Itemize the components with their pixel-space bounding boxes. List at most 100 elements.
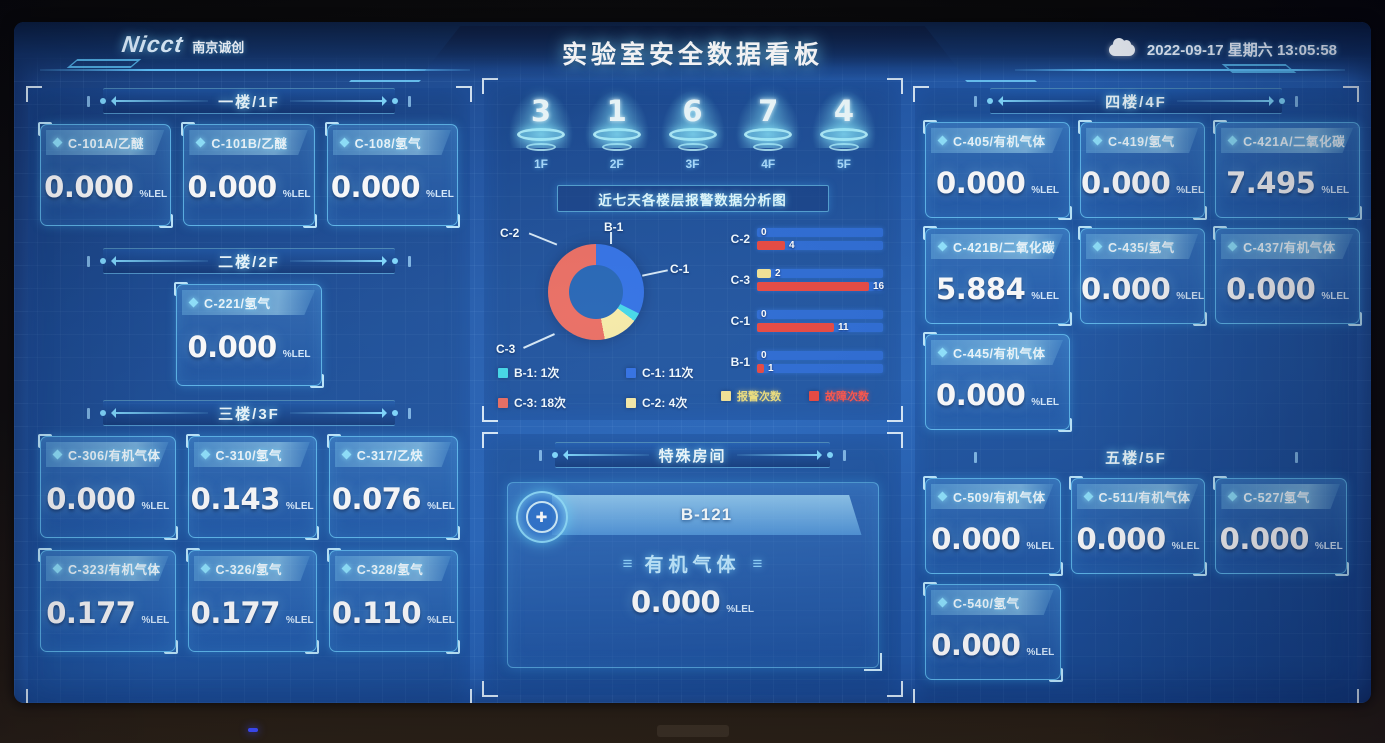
- glow: [584, 90, 649, 148]
- sensor-label: C-527/氢气: [1243, 491, 1310, 505]
- diamond-icon: [937, 241, 948, 252]
- pie-callout-label: B-1: [604, 220, 624, 234]
- bar-track: 4: [757, 241, 883, 251]
- sensor-card: C-421B/二氧化碳 5.884 %LEL: [922, 226, 1073, 326]
- diamond-icon: [341, 449, 352, 460]
- sensor-value: 0.000: [630, 585, 721, 619]
- bar-fill: [757, 364, 764, 373]
- bar-value: 0: [761, 309, 767, 320]
- sensor-unit: %LEL: [1031, 291, 1060, 302]
- sensor-unit: %LEL: [1321, 291, 1350, 302]
- sensor-label: C-437/有机气体: [1243, 241, 1336, 255]
- diamond-icon: [200, 449, 210, 460]
- sensor-unit: %LEL: [1026, 647, 1055, 658]
- arrow-left-icon: [100, 256, 209, 266]
- sensor-value: 7.495: [1226, 166, 1316, 200]
- monitor-stand-mark: [656, 725, 729, 737]
- floor-count: 6: [682, 94, 703, 128]
- title-wing-left: [348, 70, 431, 82]
- diamond-icon: [1083, 491, 1093, 502]
- bar-track: 1: [757, 364, 883, 374]
- glow: [736, 90, 801, 148]
- legend-item: C-1: 11次: [626, 364, 693, 381]
- sensor-card: C-310/氢气 0.143 %LEL: [185, 434, 320, 540]
- panel-special-room: 特殊房间 B-121 ≡ 有机气体 ≡ 0.000 %LEL: [482, 432, 903, 697]
- floor-counter: 1 2F: [584, 90, 649, 171]
- title-plate: [422, 26, 963, 74]
- sensor-value: 0.000: [187, 330, 277, 364]
- sensor-card: C-527/氢气 0.000 %LEL: [1213, 476, 1349, 576]
- charts-row: C-2 B-1 C-1 C-3 B-1: 1次 C-1: 11次 C-3: 18…: [484, 218, 901, 414]
- room-banner: B-121: [551, 495, 862, 535]
- cards-1f: C-101A/乙醚 0.000 %LEL C-101B/乙醚 0.000 %LEL …: [28, 114, 470, 228]
- bar-track: 0: [757, 309, 883, 320]
- legend-item: C-3: 18次: [498, 394, 602, 411]
- bar-track: 16: [757, 282, 884, 292]
- legend-swatch: [721, 391, 731, 401]
- floor-counters: 3 1F 1 2F 6 3F: [484, 80, 901, 171]
- sensor-card: C-419/氢气 0.000 %LEL: [1078, 120, 1208, 220]
- sensor-label: C-323/有机气体: [68, 563, 161, 577]
- sensor-card: C-435/氢气 0.000 %LEL: [1078, 226, 1208, 326]
- center-column: 3 1F 1 2F 6 3F: [482, 78, 903, 697]
- bar-chart: C-2 0 4 C-3 2 16: [720, 222, 891, 414]
- sensor-unit: %LEL: [282, 349, 311, 360]
- callout-line: [610, 232, 612, 244]
- sensor-card: C-437/有机气体 0.000 %LEL: [1213, 226, 1363, 326]
- sensor-unit: %LEL: [1176, 291, 1205, 302]
- section-header-2f: 二楼/2F: [28, 248, 470, 274]
- section-header-1f: 一楼/1F: [28, 88, 470, 114]
- corner-bracket: [887, 406, 903, 422]
- sensor-label: C-108/氢气: [354, 137, 422, 151]
- bar-fill: [757, 241, 785, 250]
- pie-callout-label: C-2: [500, 226, 520, 240]
- section-header-5f: 五楼/5F: [915, 444, 1357, 470]
- sensor-card: C-108/氢气 0.000 %LEL: [324, 122, 461, 228]
- header-line-right: [1015, 69, 1345, 71]
- sensor-card: C-101B/乙醚 0.000 %LEL: [181, 122, 317, 228]
- donut-ring: [548, 244, 644, 340]
- sensor-value: 0.000: [1081, 272, 1171, 306]
- diamond-icon: [188, 297, 199, 308]
- glow: [660, 90, 725, 148]
- floor-count: 4: [833, 94, 855, 128]
- sensor-unit: %LEL: [1171, 541, 1200, 552]
- diamond-icon: [339, 137, 350, 148]
- floor-label: 4F: [761, 157, 776, 171]
- floor-count: 7: [758, 94, 779, 128]
- sensor-unit: %LEL: [427, 501, 455, 512]
- target-badge-icon: [515, 491, 568, 543]
- floor-counter: 7 4F: [736, 90, 801, 171]
- sensor-unit: %LEL: [426, 189, 454, 200]
- panel-analysis: 3 1F 1 2F 6 3F: [482, 78, 903, 422]
- legend-item: 故障次数: [809, 388, 869, 404]
- sensor-value: 0.000: [330, 170, 421, 204]
- sensor-unit: %LEL: [1026, 541, 1055, 552]
- sensor-label: C-511/有机气体: [1098, 491, 1191, 505]
- cards-5f: C-509/有机气体 0.000 %LEL C-511/有机气体 0.000 %LE…: [915, 470, 1357, 682]
- floor-counter: 4 5F: [812, 90, 876, 171]
- sensor-card: C-221/氢气 0.000 %LEL: [174, 282, 324, 388]
- legend-swatch: [498, 397, 508, 408]
- sensor-value: 0.000: [936, 378, 1026, 412]
- sensor-unit: %LEL: [1314, 541, 1343, 552]
- arrow-right-icon: [289, 96, 398, 106]
- bar-category: B-1: [730, 355, 750, 369]
- logo: Nicct 南京诚创: [120, 31, 244, 58]
- arrow-left-icon: [551, 450, 649, 460]
- diamond-icon: [1092, 135, 1103, 146]
- sensor-unit: %LEL: [1031, 397, 1060, 408]
- corner-bracket: [456, 689, 472, 703]
- diamond-icon: [937, 347, 948, 358]
- bar-fill: [757, 323, 834, 332]
- right-column: 四楼/4F C-405/有机气体 0.000 %LEL C-419/氢气 0.00…: [913, 80, 1363, 703]
- section-title: 一楼/1F: [218, 93, 280, 111]
- section-title: 四楼/4F: [1105, 93, 1167, 111]
- bar-track: 0: [757, 228, 883, 238]
- legend-item: C-2: 4次: [626, 394, 693, 411]
- sensor-value: 0.000: [46, 482, 136, 516]
- arrow-right-icon: [289, 408, 398, 418]
- sensor-card: C-511/有机气体 0.000 %LEL: [1068, 476, 1208, 576]
- sensor-label: C-509/有机气体: [953, 491, 1046, 505]
- sensor-card: C-326/氢气 0.177 %LEL: [185, 548, 320, 654]
